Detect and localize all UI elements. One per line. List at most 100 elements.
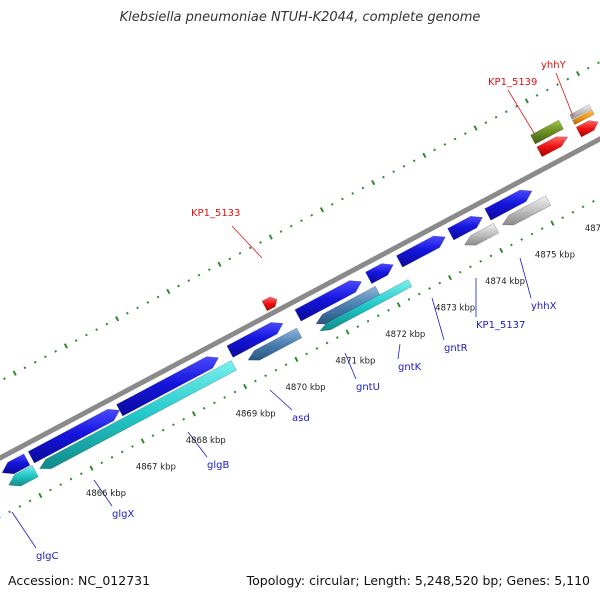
outer-scale-dot [74, 339, 78, 342]
inner-scale-dot [254, 379, 257, 383]
inner-scale-dot [274, 368, 278, 372]
inner-scale-dot [345, 329, 350, 335]
gene-label-gntU: gntU [356, 382, 380, 393]
tick-label-7: 4873 kbp [435, 303, 475, 313]
inner-scale-dot [243, 383, 248, 390]
outer-scale-dot [484, 121, 488, 125]
gene-arrow-gntK-upper [365, 263, 394, 285]
outer-scale-dot [289, 224, 293, 228]
gene-arrow-gntU-upper [294, 280, 363, 322]
outer-scale-dot [63, 343, 68, 349]
inner-scale-dot [182, 417, 186, 421]
gene-label-KP1_5139: KP1_5139 [488, 77, 537, 88]
inner-scale-dot [89, 465, 94, 471]
outer-scale-dot [597, 61, 600, 65]
outer-scale-dot [54, 350, 58, 353]
gene-label-glgX: glgX [112, 509, 134, 520]
outer-scale-dot [463, 132, 467, 135]
outer-scale-dot [279, 230, 283, 233]
inner-scale-dot [396, 302, 401, 308]
tick-label-2: 4868 kbp [186, 436, 226, 446]
outer-scale-dot [23, 366, 27, 370]
gene-arrow-gntU-cyan [319, 279, 413, 332]
gene-arrow-gntR-upper [396, 235, 446, 268]
label-line-gntK [397, 343, 401, 360]
inner-scale-dot [581, 205, 585, 209]
gene-arrow-asd-upper [226, 322, 284, 358]
inner-scale-dot [28, 499, 32, 503]
gene-label-yhhY: yhhY [541, 60, 567, 71]
inner-scale-dot [571, 210, 575, 214]
gene-label-glgC: glgC [36, 551, 58, 562]
gene-label-asd: asd [292, 413, 310, 424]
outer-scale-dot [330, 202, 334, 206]
inner-scale-dot [59, 483, 63, 486]
label-line-glgX [93, 479, 113, 507]
inner-scale-dot [366, 319, 370, 323]
outer-scale-dot [473, 125, 478, 131]
outer-scale-dot [319, 207, 325, 213]
gene-label-KP1_5137: KP1_5137 [476, 320, 525, 331]
gene-label-KP1_5133: KP1_5133 [191, 208, 240, 219]
inner-scale-dot [561, 216, 565, 220]
inner-scale-dot [550, 220, 555, 226]
inner-scale-dot [79, 472, 83, 476]
label-line-yhhX [519, 257, 532, 299]
inner-scale-dot [447, 274, 453, 281]
outer-scale-dot [268, 234, 273, 240]
tick-label-3: 4869 kbp [236, 410, 276, 420]
outer-scale-dot [392, 170, 396, 174]
outer-scale-dot [575, 70, 581, 77]
outer-scale-dot [166, 288, 171, 295]
label-line-asd [269, 389, 293, 411]
label-line-KP1_5139 [507, 89, 535, 134]
inner-scale-dot [161, 428, 165, 432]
outer-scale-dot [105, 322, 109, 326]
outer-scale-dot [535, 94, 539, 97]
inner-scale-dot [530, 232, 534, 236]
outer-scale-dot [545, 88, 549, 92]
gene-arrow-glgX [39, 360, 237, 470]
gene-arrow-yhhX-upper [484, 189, 533, 221]
inner-scale-dot [69, 477, 73, 481]
inner-scale-dot [213, 401, 216, 405]
gene-arrow-glgC-upper [1, 453, 31, 475]
gene-arrow-yhhX [501, 195, 552, 226]
inner-scale-dot [233, 390, 237, 394]
gene-arrow-yhhY [575, 120, 599, 138]
gene-label-gntR: gntR [444, 343, 468, 354]
gene-arrow-KP1_5133 [261, 296, 278, 312]
inner-scale-dot [294, 356, 299, 362]
inner-scale-dot [489, 254, 493, 258]
label-line-gntU [344, 352, 357, 380]
inner-scale-dot [191, 411, 196, 417]
inner-scale-dot [172, 423, 175, 427]
gene-arrow-glgC-lower [8, 464, 39, 487]
inner-scale-dot [428, 287, 431, 290]
outer-scale-dot [443, 143, 447, 146]
inner-scale-dot [376, 314, 380, 318]
inner-scale-dot [387, 308, 390, 312]
outer-scale-dot [146, 301, 150, 304]
inner-scale-dot [499, 247, 504, 254]
outer-scale-dot [566, 77, 570, 81]
outer-scale-dot [494, 115, 498, 119]
inner-scale-dot [325, 341, 329, 345]
outer-scale-dot [351, 192, 355, 195]
outer-scale-dot [453, 137, 457, 141]
inner-scale-dot [520, 238, 524, 241]
inner-scale-dot [264, 374, 267, 378]
gene-label-gntK: gntK [398, 362, 422, 373]
outer-scale-dot [248, 246, 252, 250]
outer-scale-dot [228, 257, 232, 261]
gene-arrow-olive [530, 119, 564, 145]
inner-scale-dot [479, 259, 483, 263]
outer-scale-dot [422, 152, 427, 159]
gene-label-glgB: glgB [207, 460, 229, 471]
accession-text: Accession: NC_012731 [8, 573, 151, 588]
inner-scale-dot [49, 488, 52, 492]
tick-label-1: 4867 kbp [136, 463, 176, 473]
inner-scale-dot [315, 347, 319, 350]
backbone-line [0, 136, 600, 461]
